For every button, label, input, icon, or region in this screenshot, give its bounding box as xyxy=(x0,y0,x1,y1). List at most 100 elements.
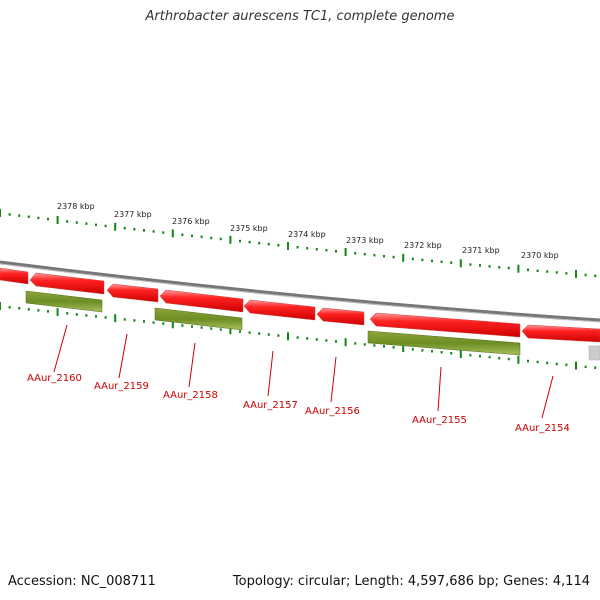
minor-tick xyxy=(85,314,88,317)
kbp-label-2370: 2370 kbp xyxy=(521,251,559,260)
accession-label: Accession: NC_008711 xyxy=(8,574,156,589)
minor-tick xyxy=(498,266,501,269)
gene-arrow[interactable] xyxy=(106,283,159,303)
minor-tick xyxy=(37,216,40,220)
minor-tick xyxy=(18,307,21,310)
minor-tick xyxy=(421,349,424,352)
gene-feature-track xyxy=(0,267,600,343)
minor-tick xyxy=(383,345,385,348)
minor-tick xyxy=(488,265,491,268)
major-tick xyxy=(402,344,405,353)
gene-arrow[interactable] xyxy=(369,312,521,338)
minor-tick xyxy=(296,336,299,339)
major-tick xyxy=(229,235,232,244)
minor-tick xyxy=(363,252,366,256)
gene-label-aaur-2157: AAur_2157 xyxy=(243,400,298,411)
minor-tick xyxy=(440,260,443,263)
minor-tick xyxy=(277,334,280,337)
gene-block[interactable] xyxy=(367,330,521,356)
minor-tick xyxy=(152,321,155,324)
minor-tick xyxy=(75,221,78,224)
minor-tick xyxy=(594,274,597,278)
minor-tick xyxy=(479,354,481,358)
minor-tick xyxy=(267,333,270,336)
minor-tick xyxy=(507,266,510,270)
minor-tick xyxy=(555,362,558,366)
gene-block[interactable] xyxy=(154,307,243,331)
minor-tick xyxy=(277,244,280,247)
gene-block[interactable] xyxy=(588,345,600,361)
major-tick xyxy=(402,253,405,262)
minor-tick xyxy=(66,220,69,223)
minor-tick xyxy=(507,357,510,361)
gene-label-aaur-2154: AAur_2154 xyxy=(515,423,570,434)
minor-tick xyxy=(219,237,222,241)
minor-tick xyxy=(527,359,529,363)
minor-tick xyxy=(27,308,30,311)
minor-tick xyxy=(210,327,213,330)
gene-arrow[interactable] xyxy=(0,267,29,285)
kbp-label-2378: 2378 kbp xyxy=(57,202,95,211)
gene-arrow[interactable] xyxy=(159,289,244,313)
minor-tick xyxy=(95,315,97,318)
minor-tick xyxy=(267,242,270,246)
minor-tick xyxy=(47,310,49,313)
minor-tick xyxy=(181,324,184,327)
minor-tick xyxy=(450,261,453,264)
minor-tick xyxy=(565,363,568,367)
minor-tick xyxy=(584,365,587,369)
minor-tick xyxy=(123,318,126,321)
major-tick xyxy=(344,338,347,347)
gene-arrow[interactable] xyxy=(316,307,365,326)
minor-tick xyxy=(373,344,376,347)
minor-tick xyxy=(546,361,549,365)
gene-arrow[interactable] xyxy=(29,272,105,295)
gene-label-aaur-2159: AAur_2159 xyxy=(94,381,149,392)
gene-arrow[interactable] xyxy=(243,299,316,321)
minor-tick xyxy=(248,331,251,334)
minor-tick xyxy=(85,222,88,225)
minor-tick xyxy=(162,231,165,234)
minor-tick xyxy=(440,351,443,354)
gene-label-aaur-2158: AAur_2158 xyxy=(163,390,218,401)
gene-block[interactable] xyxy=(25,290,103,313)
minor-tick xyxy=(143,229,145,232)
minor-tick xyxy=(411,257,414,261)
minor-tick xyxy=(392,346,395,349)
major-tick xyxy=(56,216,59,224)
minor-tick xyxy=(546,270,549,273)
kbp-label-2374: 2374 kbp xyxy=(288,230,326,239)
gene-arrow[interactable] xyxy=(521,324,600,343)
minor-tick xyxy=(95,223,97,227)
gene-label-leaders xyxy=(53,324,554,419)
minor-tick xyxy=(306,247,309,250)
minor-tick xyxy=(258,241,261,245)
minor-tick xyxy=(594,366,597,369)
minor-tick xyxy=(450,352,453,355)
minor-tick xyxy=(488,355,491,359)
major-tick xyxy=(459,259,462,268)
minor-tick xyxy=(306,337,309,340)
minor-tick xyxy=(335,250,337,253)
minor-tick xyxy=(8,306,11,309)
minor-tick xyxy=(498,356,501,360)
minor-tick xyxy=(152,230,155,233)
minor-tick xyxy=(536,360,539,364)
minor-tick xyxy=(191,325,193,328)
minor-tick xyxy=(27,215,30,218)
minor-tick xyxy=(565,272,568,275)
minor-tick xyxy=(162,322,165,325)
minor-tick xyxy=(411,348,414,351)
minor-tick xyxy=(66,312,69,315)
major-tick xyxy=(114,314,117,323)
minor-tick xyxy=(18,214,21,217)
major-tick xyxy=(0,302,1,310)
minor-tick xyxy=(191,234,193,238)
minor-tick xyxy=(536,269,539,272)
upper-tick-track xyxy=(0,209,597,278)
minor-tick xyxy=(325,249,328,252)
kbp-label-2371: 2371 kbp xyxy=(462,246,500,255)
major-tick xyxy=(114,222,117,231)
minor-tick xyxy=(479,264,481,267)
kbp-label-2373: 2373 kbp xyxy=(346,236,384,245)
